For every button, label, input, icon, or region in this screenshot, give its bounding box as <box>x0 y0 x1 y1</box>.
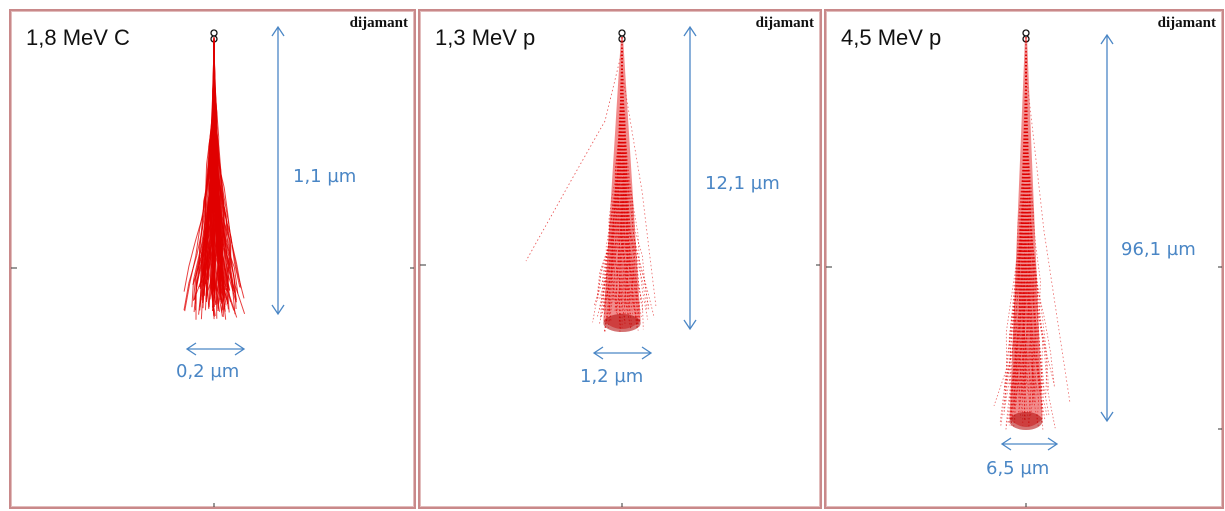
ion-trajectories <box>192 36 231 312</box>
trajectory-plot <box>420 25 820 507</box>
depth-label: 12,1 µm <box>705 173 780 194</box>
beam-label: 1,8 MeV C <box>26 25 130 50</box>
width-label: 0,2 µm <box>176 361 240 382</box>
arrow-head <box>683 319 697 331</box>
scattered-trajectory <box>525 50 623 262</box>
ion-trajectories <box>993 36 1056 431</box>
arrow-head <box>1000 437 1012 451</box>
scattered-trajectory <box>621 70 657 308</box>
width-label: 1,2 µm <box>580 366 644 387</box>
arrow-head <box>592 346 604 360</box>
beam-label: 1,3 MeV p <box>435 25 536 50</box>
scattered-trajectory <box>1025 70 1071 404</box>
ion-trajectories <box>592 36 655 333</box>
arrow-head <box>1100 33 1114 45</box>
arrow-head <box>683 25 697 37</box>
panel-proton-2: 4,5 MeV p dijamant 96,1 µm 6,5 µm <box>824 9 1224 509</box>
width-label: 6,5 µm <box>986 458 1050 479</box>
arrow-head <box>641 346 653 360</box>
material-label: dijamant <box>349 15 408 31</box>
arrow-head <box>1100 411 1114 423</box>
panel-proton-1: 1,3 MeV p dijamant 12,1 µm 1,2 µm <box>418 9 822 509</box>
ion-source-icon <box>618 29 626 37</box>
panel-carbon: 1,8 MeV C dijamant 1,1 µm 0,2 µm <box>9 9 416 509</box>
arrow-head <box>271 25 285 37</box>
material-label: dijamant <box>755 15 814 31</box>
arrow-head <box>234 342 246 356</box>
arrow-head <box>185 342 197 356</box>
ion-source-icon <box>1022 29 1030 37</box>
ion-source-icon <box>210 29 218 37</box>
depth-label: 96,1 µm <box>1121 239 1196 260</box>
trajectory-plot <box>826 29 1222 507</box>
arrow-head <box>1047 437 1059 451</box>
depth-label: 1,1 µm <box>293 166 357 187</box>
arrow-head <box>271 304 285 316</box>
beam-label: 4,5 MeV p <box>841 25 942 50</box>
trajectory-plot <box>11 25 414 507</box>
material-label: dijamant <box>1157 15 1216 31</box>
